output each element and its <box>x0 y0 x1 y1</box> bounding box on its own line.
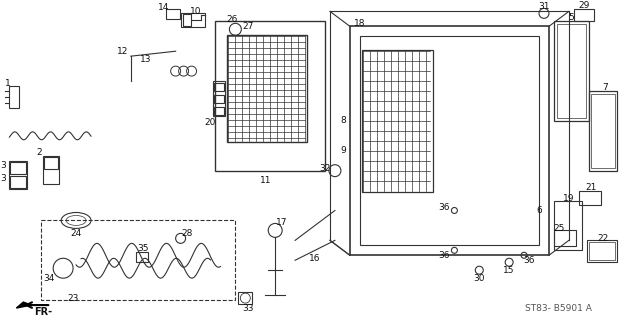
Text: 13: 13 <box>140 55 152 64</box>
Bar <box>213 81 225 116</box>
Bar <box>215 95 224 103</box>
Bar <box>554 201 582 250</box>
Bar <box>181 13 204 27</box>
Bar <box>557 24 586 118</box>
Text: 6: 6 <box>536 206 542 215</box>
Bar <box>362 50 434 192</box>
Bar <box>360 36 539 245</box>
Text: ST83- B5901 A: ST83- B5901 A <box>526 304 592 313</box>
Text: 33: 33 <box>243 304 254 313</box>
Bar <box>166 9 180 19</box>
Text: 20: 20 <box>204 118 216 127</box>
Text: FR-: FR- <box>34 307 52 317</box>
Bar <box>215 21 325 171</box>
Bar <box>43 156 59 184</box>
Bar <box>215 107 224 115</box>
Text: 30: 30 <box>473 274 485 283</box>
Text: 19: 19 <box>563 194 575 203</box>
Bar <box>554 21 589 121</box>
Text: 17: 17 <box>276 218 288 227</box>
Text: 36: 36 <box>524 256 535 265</box>
Bar <box>183 14 190 26</box>
Text: 25: 25 <box>554 224 564 233</box>
Bar <box>579 191 601 204</box>
Text: 11: 11 <box>259 176 271 185</box>
Text: 26: 26 <box>227 15 238 24</box>
Bar <box>587 240 617 262</box>
Text: 10: 10 <box>190 7 201 16</box>
Text: 9: 9 <box>340 146 346 155</box>
Bar <box>10 162 26 174</box>
Text: 16: 16 <box>310 254 321 263</box>
Text: 1: 1 <box>4 78 10 88</box>
Bar <box>44 157 58 169</box>
Bar <box>227 35 307 142</box>
Text: 15: 15 <box>503 266 515 275</box>
Text: 2: 2 <box>36 148 42 157</box>
Bar <box>10 86 19 108</box>
Text: 27: 27 <box>243 22 254 31</box>
Text: 28: 28 <box>181 229 192 238</box>
Bar <box>589 91 617 171</box>
Text: 7: 7 <box>602 83 608 92</box>
Bar <box>590 94 615 168</box>
Text: 8: 8 <box>340 116 346 125</box>
Text: 12: 12 <box>117 47 129 56</box>
Text: 36: 36 <box>439 203 450 212</box>
Polygon shape <box>17 302 31 308</box>
Text: 24: 24 <box>71 229 82 238</box>
Bar <box>136 252 148 262</box>
Bar <box>554 230 576 246</box>
Text: 14: 14 <box>158 3 169 12</box>
Text: 18: 18 <box>354 19 366 28</box>
Text: 3: 3 <box>1 161 6 170</box>
Bar <box>41 220 235 300</box>
Bar <box>589 242 615 260</box>
Text: 31: 31 <box>538 2 550 11</box>
Text: 21: 21 <box>585 183 596 192</box>
Bar <box>574 9 594 21</box>
Bar <box>350 26 549 255</box>
Text: 29: 29 <box>578 1 589 10</box>
Text: 3: 3 <box>1 174 6 183</box>
Text: 35: 35 <box>137 244 148 253</box>
Text: 32: 32 <box>319 164 331 173</box>
Text: 36: 36 <box>439 251 450 260</box>
Text: 22: 22 <box>597 234 608 243</box>
Text: 34: 34 <box>43 274 55 283</box>
Text: 5: 5 <box>568 13 574 22</box>
Bar <box>10 176 26 188</box>
Bar <box>215 83 224 91</box>
Bar <box>238 292 252 304</box>
Bar <box>10 161 27 188</box>
Text: 23: 23 <box>68 293 79 303</box>
